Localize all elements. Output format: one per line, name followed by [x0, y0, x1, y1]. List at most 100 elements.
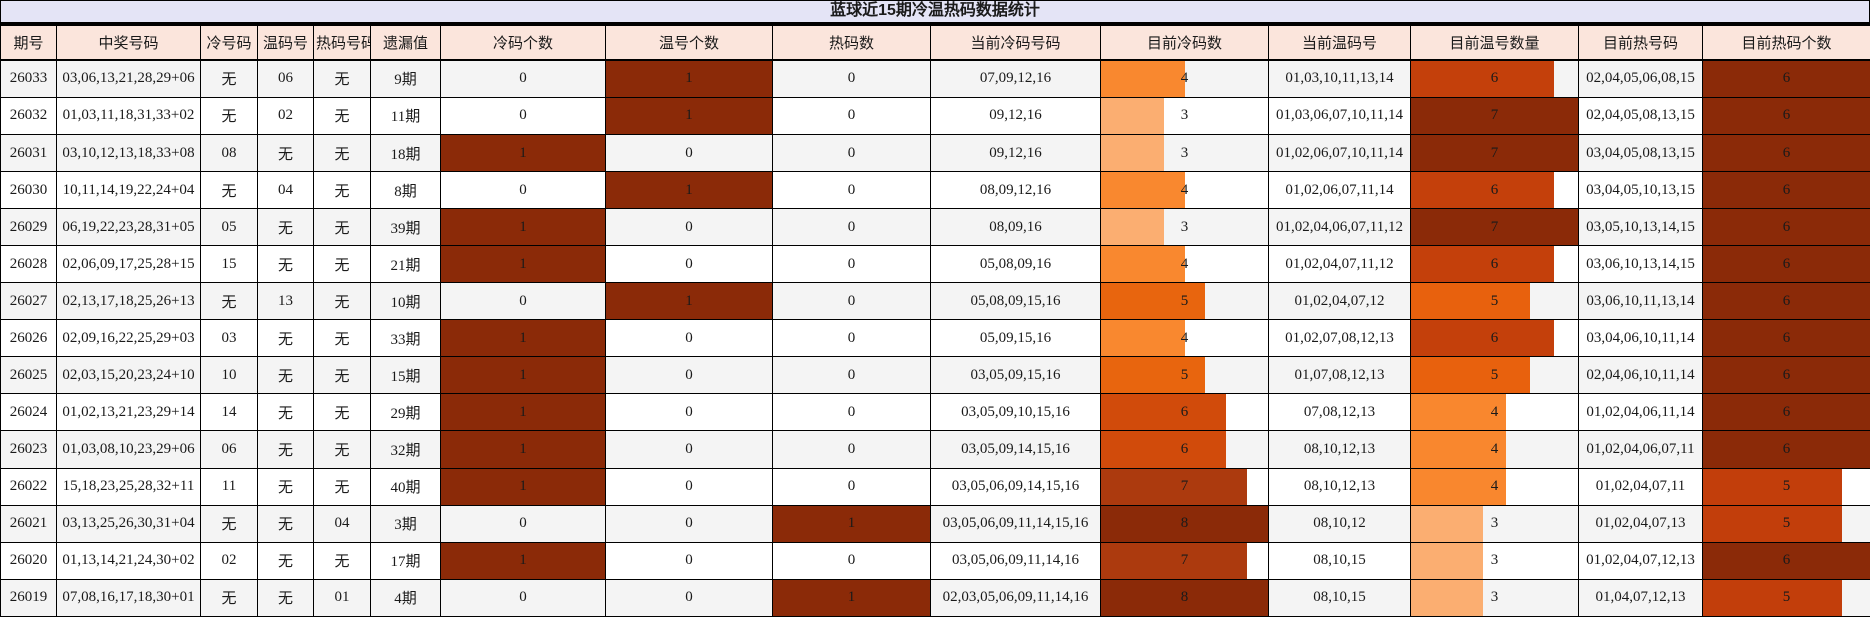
header-hot: 热码号码 — [313, 25, 371, 61]
cell-cold: 03 — [200, 319, 258, 358]
cell-cold: 10 — [200, 356, 258, 395]
data-bar — [1101, 135, 1164, 171]
bar-value: 5 — [1490, 292, 1499, 309]
bar-value: 4 — [1180, 255, 1189, 272]
bar-value: 0 — [847, 441, 856, 457]
cell-curHotCnt: 6 — [1702, 96, 1870, 135]
data-bar — [1411, 543, 1483, 579]
cell-curCold: 03,05,09,14,15,16 — [930, 430, 1101, 469]
cell-curColdCnt: 3 — [1100, 208, 1269, 247]
cell-curCold: 05,09,15,16 — [930, 319, 1101, 358]
data-bar — [1101, 320, 1185, 356]
cell-win: 01,13,14,21,24,30+02 — [56, 541, 201, 580]
cell-hot: 01 — [313, 578, 371, 617]
table-row: 26033 03,06,13,21,28,29+06 无 06 无 9期 0 1 0 07,09,… — [0, 59, 1870, 98]
bar-value: 0 — [685, 515, 693, 532]
cell-warmCnt: 1 — [605, 59, 773, 98]
cell-curHotCnt: 6 — [1702, 59, 1870, 98]
cell-curWarm: 01,03,10,11,13,14 — [1268, 59, 1411, 98]
data-bar — [441, 246, 605, 282]
cell-curColdCnt: 8 — [1100, 578, 1269, 617]
cell-curHot: 02,04,05,06,08,15 — [1578, 59, 1703, 98]
data-bar — [606, 172, 772, 208]
data-bar — [1101, 506, 1268, 542]
cell-coldCnt: 1 — [440, 467, 606, 506]
bar-value: 3 — [1180, 107, 1189, 124]
cell-curWarmCnt: 7 — [1410, 133, 1579, 173]
cell-curColdCnt: 7 — [1100, 541, 1269, 580]
cell-curColdCnt: 4 — [1100, 245, 1269, 284]
cell-warm: 无 — [257, 467, 314, 506]
data-bar — [1411, 469, 1507, 505]
bar-value: 1 — [847, 515, 856, 532]
header-coldCnt: 冷码个数 — [440, 25, 606, 61]
bar-value: 6 — [1782, 366, 1791, 383]
bar-value: 6 — [1490, 255, 1499, 272]
cell-warmCnt: 0 — [605, 578, 773, 617]
data-bar — [773, 580, 930, 616]
cell-cold: 05 — [200, 208, 258, 247]
bar-value: 7 — [1490, 144, 1499, 161]
cell-miss: 8期 — [370, 171, 441, 210]
cell-miss: 18期 — [370, 133, 441, 173]
cell-curHotCnt: 6 — [1702, 430, 1870, 469]
cell-warmCnt: 0 — [605, 504, 773, 543]
cell-period: 26024 — [0, 393, 57, 432]
cell-win: 01,03,08,10,23,29+06 — [56, 430, 201, 469]
bar-value: 6 — [1782, 329, 1791, 346]
table-row: 26030 10,11,14,19,22,24+04 无 04 无 8期 0 1 0 08,09,… — [0, 171, 1870, 210]
cell-curHot: 03,05,10,13,14,15 — [1578, 208, 1703, 247]
data-bar — [1101, 357, 1206, 393]
cell-curWarm: 08,10,12 — [1268, 504, 1411, 543]
cell-curHotCnt: 6 — [1702, 208, 1870, 247]
table-row: 26032 01,03,11,18,31,33+02 无 02 无 11期 0 1 0 09,12… — [0, 96, 1870, 135]
bar-value: 5 — [1180, 292, 1189, 309]
cell-coldCnt: 1 — [440, 393, 606, 432]
data-bar — [1703, 60, 1870, 97]
cell-curWarmCnt: 4 — [1410, 393, 1579, 432]
data-bar — [606, 60, 772, 97]
table-row: 26021 03,13,25,26,30,31+04 无无 04 3期 0 0 1 03,05,… — [0, 504, 1870, 543]
data-bar — [1703, 469, 1843, 505]
data-bar — [1703, 431, 1870, 468]
table-row: 26024 01,02,13,21,23,29+14 14 无无 29期 1 0 0 03,05… — [0, 393, 1870, 432]
data-bar — [1411, 320, 1555, 356]
cell-curWarmCnt: 7 — [1410, 96, 1579, 135]
cell-coldCnt: 1 — [440, 208, 606, 247]
cell-miss: 3期 — [370, 504, 441, 543]
header-warm: 温码号 — [257, 25, 314, 61]
bar-value: 8 — [1180, 589, 1189, 606]
data-bar — [606, 98, 772, 134]
bar-value: 6 — [1782, 181, 1791, 198]
cell-curCold: 09,12,16 — [930, 96, 1101, 135]
cell-curHotCnt: 6 — [1702, 245, 1870, 284]
bar-value: 4 — [1490, 478, 1499, 495]
cell-curColdCnt: 5 — [1100, 282, 1269, 321]
bar-value: 1 — [685, 107, 693, 124]
cell-hotCnt: 0 — [772, 96, 931, 135]
data-bar — [1703, 209, 1870, 245]
cell-win: 03,10,12,13,18,33+08 — [56, 133, 201, 173]
cell-curWarm: 08,10,12,13 — [1268, 467, 1411, 506]
cell-period: 26031 — [0, 133, 57, 173]
cell-hotCnt: 0 — [772, 356, 931, 395]
cell-curWarmCnt: 4 — [1410, 430, 1579, 469]
data-bar — [1703, 172, 1870, 208]
cell-miss: 4期 — [370, 578, 441, 617]
header-row: 期号 中奖号码 冷号码 温码号 热码号码 遗漏值 冷码个数 温号个数 热码数 当前冷码号码 目前冷码… — [0, 25, 1870, 61]
header-curColdCnt: 目前冷码数 — [1100, 25, 1269, 61]
header-cold: 冷号码 — [200, 25, 258, 61]
cell-curWarmCnt: 3 — [1410, 541, 1579, 580]
bar-value: 0 — [847, 218, 856, 235]
cell-curWarmCnt: 3 — [1410, 578, 1579, 617]
cell-curHotCnt: 6 — [1702, 393, 1870, 432]
cell-hot: 无 — [313, 319, 371, 358]
bar-value: 0 — [847, 70, 856, 87]
bar-value: 0 — [847, 255, 856, 272]
cell-cold: 无 — [200, 96, 258, 135]
cell-curHot: 03,06,10,13,14,15 — [1578, 245, 1703, 284]
bar-value: 0 — [685, 366, 693, 383]
data-bar — [441, 209, 605, 245]
cell-cold: 无 — [200, 504, 258, 543]
table-row: 26022 15,18,23,25,28,32+11 11 无无 40期 1 0 0 03,05… — [0, 467, 1870, 506]
